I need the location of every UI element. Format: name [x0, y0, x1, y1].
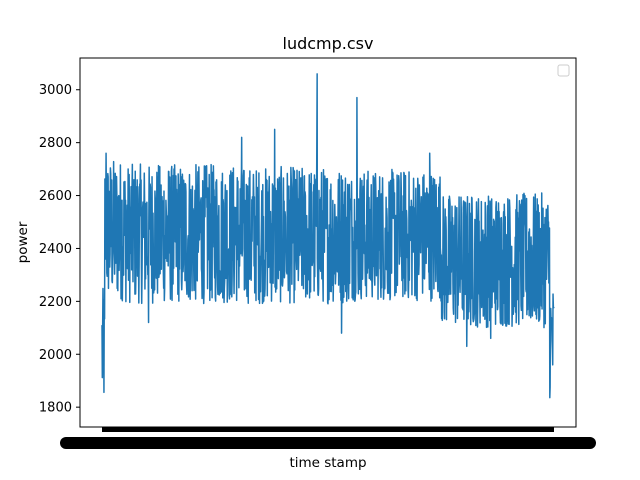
y-tick-label: 3000: [39, 83, 72, 98]
y-tick-label: 2000: [39, 348, 72, 363]
legend-box: [557, 64, 570, 77]
chart-title: ludcmp.csv: [283, 34, 374, 53]
y-tick-label: 2200: [39, 295, 72, 310]
y-tick-label: 2400: [39, 242, 72, 257]
x-tick-marks: [102, 427, 554, 432]
power-series-line: [101, 73, 555, 399]
y-ticks: 1800 2000 2200 2400 2600 2800 3000: [39, 83, 80, 416]
x-tick-label-band: [60, 437, 596, 449]
y-axis-label: power: [15, 221, 31, 263]
series-group: [101, 73, 555, 399]
y-tick-label: 2800: [39, 136, 72, 151]
x-axis-label: time stamp: [289, 455, 366, 471]
plot-area: 1800 2000 2200 2400 2600 2800 3000: [39, 57, 596, 449]
x-tick-labels: [60, 427, 596, 449]
y-tick-label: 2600: [39, 189, 72, 204]
y-tick-label: 1800: [39, 401, 72, 416]
